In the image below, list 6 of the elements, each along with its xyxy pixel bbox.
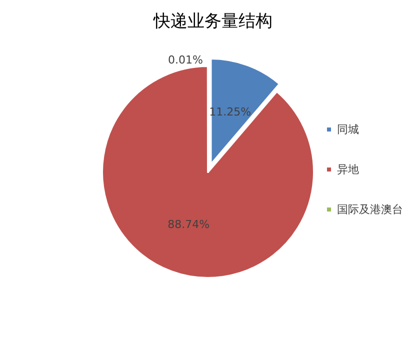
- legend-label: 国际及港澳台: [337, 203, 403, 216]
- chart-title: 快递业务量结构: [152, 12, 272, 32]
- legend-label: 异地: [337, 163, 359, 176]
- data-label: 88.74%: [168, 218, 210, 232]
- legend-label: 同城: [337, 123, 359, 136]
- data-label: 0.01%: [168, 54, 203, 66]
